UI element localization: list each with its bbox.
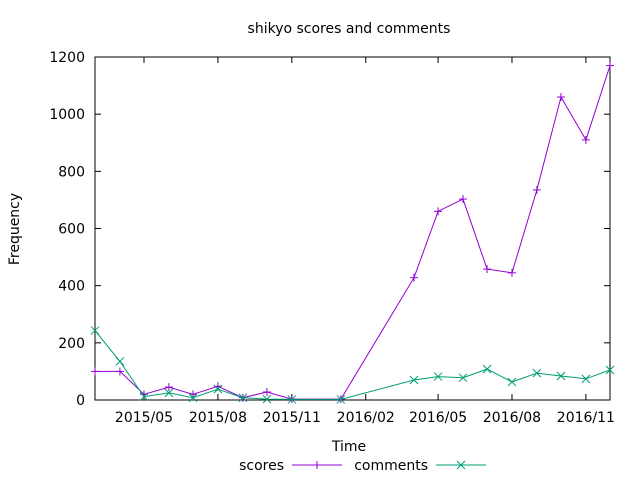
legend-marker-comments — [456, 460, 466, 470]
y-tick-label: 600 — [58, 222, 85, 238]
x-tick-label: 2016/02 — [337, 410, 395, 426]
data-point-comments — [90, 326, 100, 335]
series-line-scores — [95, 65, 611, 400]
legend-label-scores: scores — [239, 458, 284, 474]
y-axis-ticks: 0 200 400 600 800 1000 1200 — [49, 50, 610, 409]
data-point-comments — [188, 393, 198, 403]
x-tick-label: 2016/05 — [409, 410, 467, 426]
y-tick-label: 800 — [58, 164, 85, 180]
data-point-comments — [433, 372, 443, 381]
data-point-comments — [556, 371, 566, 381]
series-scores — [91, 61, 614, 404]
data-point-comments — [262, 394, 272, 404]
series-comments — [90, 326, 615, 404]
data-point-comments — [409, 375, 419, 385]
data-point-comments — [581, 374, 591, 384]
chart-title: shikyo scores and comments — [248, 21, 451, 37]
y-axis-label: Frequency — [7, 193, 23, 265]
x-tick-label: 2015/11 — [263, 410, 321, 426]
y-tick-label: 400 — [58, 279, 85, 295]
data-point-comments — [164, 388, 174, 398]
y-tick-label: 0 — [76, 393, 85, 409]
x-tick-label: 2015/05 — [115, 410, 173, 426]
data-point-comments — [238, 393, 248, 403]
y-tick-label: 1200 — [49, 50, 85, 66]
data-point-comments — [139, 392, 149, 401]
data-point-comments — [336, 395, 346, 404]
data-point-comments — [458, 373, 468, 383]
series-layer — [90, 61, 615, 404]
x-tick-label: 2015/08 — [189, 410, 247, 426]
x-tick-label: 2016/11 — [557, 410, 615, 426]
legend-label-comments: comments — [354, 458, 428, 474]
data-point-comments — [482, 364, 492, 374]
x-tick-label: 2016/08 — [483, 410, 541, 426]
data-point-comments — [532, 368, 542, 378]
x-axis-label: Time — [331, 439, 366, 455]
data-point-comments — [213, 384, 223, 394]
plot-frame — [94, 56, 611, 401]
data-point-comments — [605, 365, 615, 375]
data-point-comments — [287, 395, 297, 404]
data-point-comments — [115, 357, 125, 366]
y-tick-label: 200 — [58, 336, 85, 352]
y-tick-label: 1000 — [49, 107, 85, 123]
x-axis-ticks: 2015/05 2015/08 2015/11 2016/02 2016/05 2016/… — [115, 57, 615, 426]
legend: scores comments — [239, 458, 486, 474]
data-point-comments — [507, 377, 517, 387]
